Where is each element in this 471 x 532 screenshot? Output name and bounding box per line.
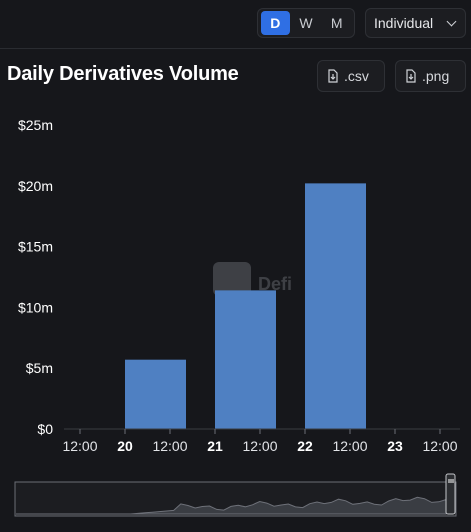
x-axis: 12:00 20 12:00 21 12:00 22 12:00 23 12:00 bbox=[62, 429, 458, 454]
range-brush[interactable] bbox=[14, 473, 457, 517]
bar-chart: $0 $5m $10m $15m $20m $25m Defi 12:00 20 12:00 2… bbox=[14, 117, 460, 517]
top-bar: D W M Individual bbox=[0, 0, 471, 49]
bar-20[interactable] bbox=[125, 359, 186, 429]
x-tick-label: 12:00 bbox=[332, 438, 367, 454]
download-csv-button[interactable]: .csv bbox=[317, 60, 385, 92]
y-tick-label: $0 bbox=[37, 421, 53, 437]
view-select-value: Individual bbox=[374, 15, 434, 31]
watermark: Defi bbox=[213, 262, 292, 296]
bars bbox=[125, 183, 366, 429]
y-tick-label: $20m bbox=[18, 178, 53, 194]
x-tick-label: 12:00 bbox=[62, 438, 97, 454]
y-tick-label: $10m bbox=[18, 299, 53, 315]
period-day-button[interactable]: D bbox=[261, 11, 290, 35]
view-select[interactable]: Individual bbox=[365, 8, 466, 38]
download-csv-label: .csv bbox=[344, 68, 369, 84]
x-tick-label: 12:00 bbox=[242, 438, 277, 454]
y-tick-label: $25m bbox=[18, 117, 53, 133]
period-week-button[interactable]: W bbox=[299, 15, 313, 31]
bar-21[interactable] bbox=[215, 290, 276, 429]
chevron-down-icon bbox=[446, 16, 457, 27]
chart-title: Daily Derivatives Volume bbox=[7, 63, 239, 85]
watermark-logo-icon bbox=[213, 262, 251, 296]
period-month-button[interactable]: M bbox=[330, 15, 343, 31]
x-tick-label: 21 bbox=[207, 438, 223, 454]
y-tick-label: $15m bbox=[18, 239, 53, 255]
x-tick-label: 12:00 bbox=[152, 438, 187, 454]
download-png-label: .png bbox=[422, 68, 450, 84]
brush-handle-right[interactable] bbox=[445, 473, 456, 515]
period-toggle: D W M bbox=[257, 8, 355, 38]
x-tick-label: 20 bbox=[117, 438, 133, 454]
y-axis: $0 $5m $10m $15m $20m $25m bbox=[18, 117, 53, 437]
x-tick-label: 22 bbox=[297, 438, 313, 454]
file-download-icon bbox=[406, 69, 416, 83]
watermark-text: Defi bbox=[258, 274, 292, 294]
y-tick-label: $5m bbox=[26, 360, 53, 376]
download-png-button[interactable]: .png bbox=[395, 60, 466, 92]
bar-22[interactable] bbox=[305, 183, 366, 429]
brush-preview-area bbox=[16, 496, 447, 515]
file-download-icon bbox=[328, 69, 338, 83]
x-tick-label: 12:00 bbox=[422, 438, 457, 454]
x-tick-label: 23 bbox=[387, 438, 403, 454]
